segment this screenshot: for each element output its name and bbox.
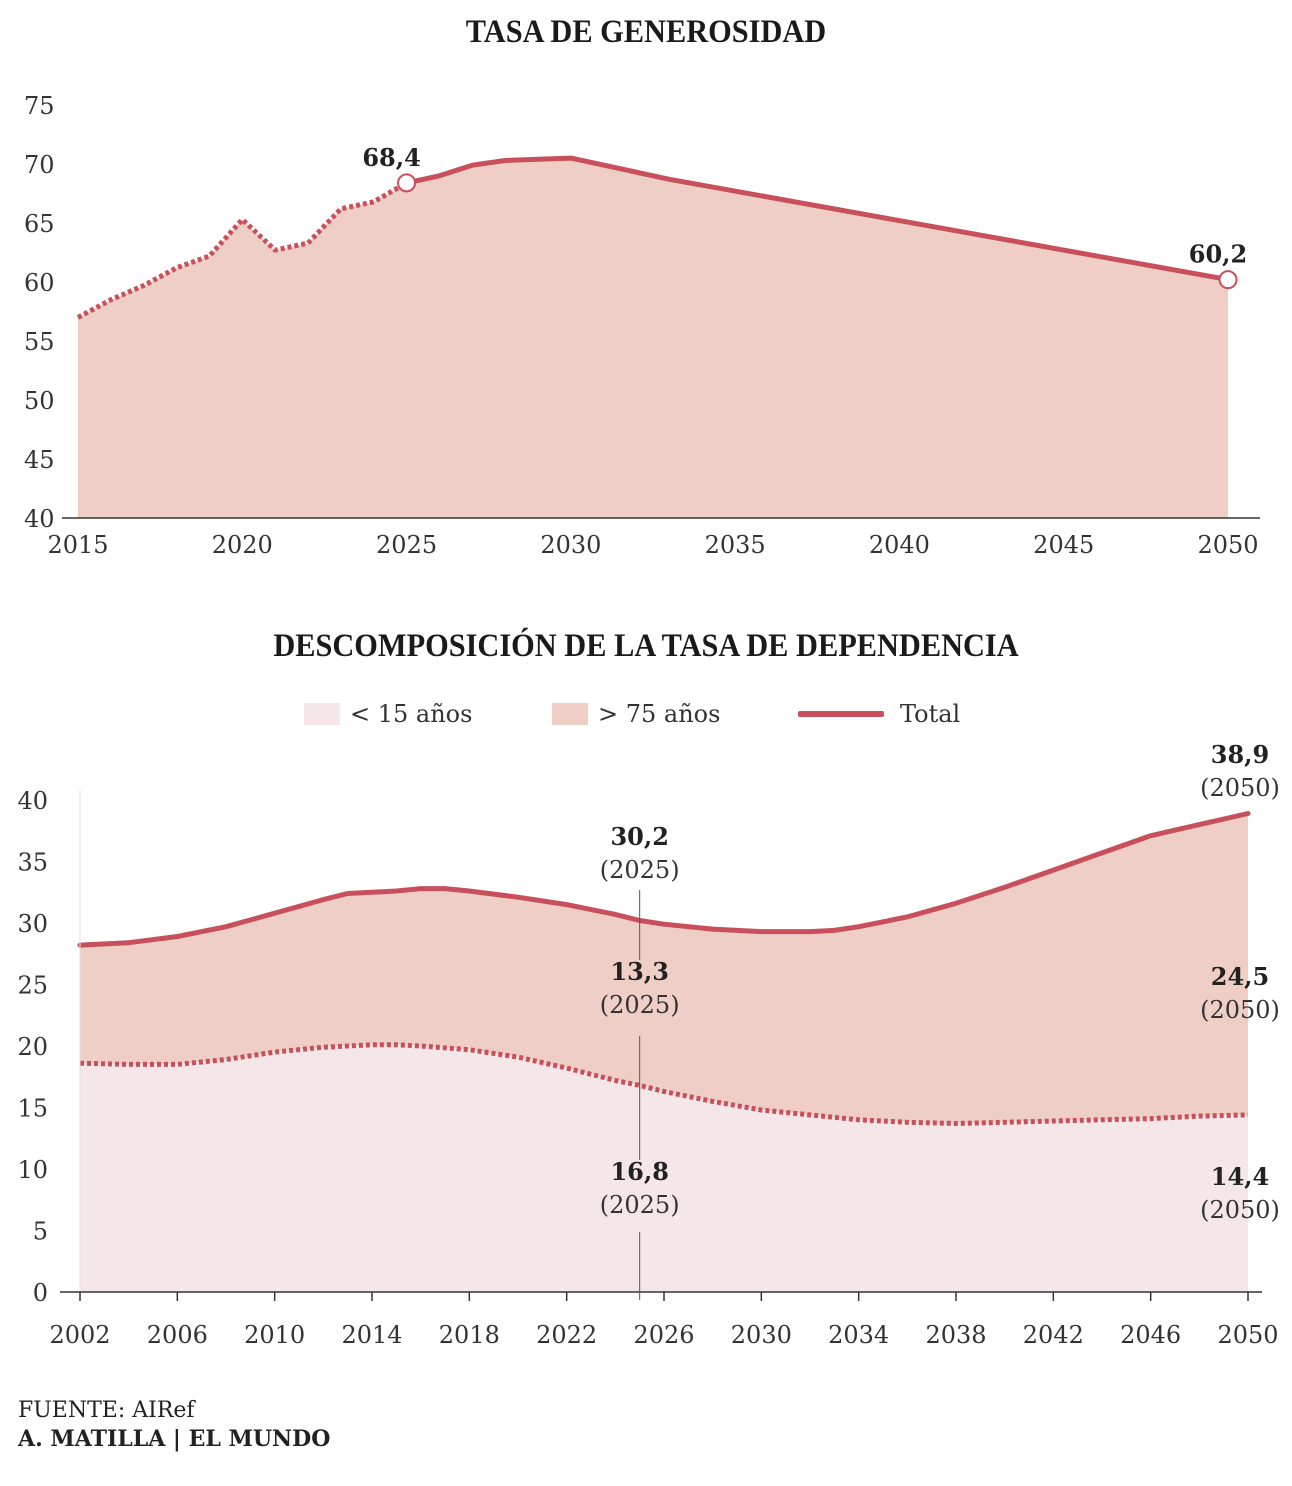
x-tick-label: 2038 bbox=[925, 1321, 986, 1349]
x-tick-label: 2026 bbox=[633, 1321, 694, 1349]
x-tick-label: 2018 bbox=[439, 1321, 500, 1349]
generosity-line-projection bbox=[404, 155, 1231, 283]
data-marker bbox=[397, 173, 417, 193]
under-15-area bbox=[80, 1044, 1248, 1292]
legend-label-over-75: > 75 años bbox=[598, 700, 721, 728]
data-label: 68,4 bbox=[362, 143, 420, 172]
data-label-value: 14,4 bbox=[1211, 1162, 1269, 1191]
legend-label-under-15: < 15 años bbox=[350, 700, 473, 728]
x-tick-label: 2030 bbox=[540, 531, 601, 559]
x-tick-label: 2035 bbox=[705, 531, 766, 559]
x-tick-label: 2025 bbox=[376, 531, 437, 559]
y-tick-label: 25 bbox=[17, 972, 48, 1000]
y-tick-label: 70 bbox=[24, 151, 55, 179]
data-label-year: (2050) bbox=[1200, 774, 1280, 802]
chart1-title: TASA DE GENEROSIDAD bbox=[465, 14, 827, 50]
x-tick-label: 2014 bbox=[341, 1321, 402, 1349]
dependency-chart: 2002 2006 2010 2014 2018 2022 2026 2030 2034 2038… bbox=[17, 740, 1280, 1349]
x-tick-label: 2042 bbox=[1023, 1321, 1084, 1349]
total-line bbox=[77, 811, 1251, 948]
under-15-line bbox=[79, 1042, 1249, 1127]
data-label-value: 24,5 bbox=[1211, 962, 1269, 991]
legend-item-over-75: > 75 años bbox=[552, 696, 720, 732]
x-tick-label: 2020 bbox=[212, 531, 273, 559]
x-tick-label: 2050 bbox=[1197, 531, 1258, 559]
x-tick-label: 2002 bbox=[49, 1321, 110, 1349]
generosity-area bbox=[78, 158, 1228, 518]
legend-item-under-15: < 15 años bbox=[304, 696, 472, 732]
legend-label-total: Total bbox=[900, 700, 961, 728]
generosity-chart: 2015 2020 2025 2030 2035 2040 2045 2050 40 45 50 55… bbox=[24, 92, 1260, 559]
chart2-title: DESCOMPOSICIÓN DE LA TASA DE DEPENDENCIA bbox=[273, 628, 1019, 664]
legend-swatch-over-75 bbox=[552, 703, 588, 725]
data-label: 60,2 bbox=[1189, 240, 1247, 269]
x-tick-label: 2030 bbox=[731, 1321, 792, 1349]
x-tick-label: 2040 bbox=[869, 531, 930, 559]
data-label-year: (2025) bbox=[600, 856, 680, 884]
y-tick-label: 65 bbox=[24, 210, 55, 238]
x-tick-label: 2045 bbox=[1033, 531, 1094, 559]
data-label-value: 30,2 bbox=[610, 822, 668, 851]
data-label-value: 16,8 bbox=[610, 1157, 668, 1186]
y-tick-label: 50 bbox=[24, 387, 55, 415]
source-note: FUENTE: AIRef bbox=[18, 1398, 195, 1423]
y-tick-label: 45 bbox=[24, 446, 55, 474]
legend: < 15 años > 75 años Total bbox=[0, 696, 1292, 736]
credit-note: A. MATILLA | EL MUNDO bbox=[18, 1426, 331, 1452]
y-tick-label: 15 bbox=[17, 1095, 48, 1123]
over-75-area bbox=[80, 813, 1248, 1124]
data-label-year: (2050) bbox=[1200, 1196, 1280, 1224]
x-tick-label: 2006 bbox=[147, 1321, 208, 1349]
data-label-year: (2050) bbox=[1200, 996, 1280, 1024]
y-tick-label: 55 bbox=[24, 328, 55, 356]
data-label-year: (2025) bbox=[600, 1191, 680, 1219]
legend-item-total: Total bbox=[798, 696, 960, 732]
y-tick-label: 5 bbox=[33, 1218, 48, 1246]
y-tick-label: 75 bbox=[24, 92, 55, 120]
legend-line-total bbox=[798, 711, 884, 717]
y-tick-label: 20 bbox=[17, 1033, 48, 1061]
data-label-value: 13,3 bbox=[610, 957, 668, 986]
y-tick-label: 0 bbox=[33, 1279, 48, 1307]
x-tick-label: 2034 bbox=[828, 1321, 889, 1349]
legend-swatch-under-15 bbox=[304, 703, 340, 725]
x-tick-label: 2015 bbox=[47, 531, 108, 559]
y-tick-label: 60 bbox=[24, 269, 55, 297]
y-tick-label: 40 bbox=[17, 787, 48, 815]
x-tick-label: 2050 bbox=[1217, 1321, 1278, 1349]
data-label-value: 38,9 bbox=[1211, 740, 1269, 769]
y-tick-label: 40 bbox=[24, 505, 55, 533]
y-tick-label: 10 bbox=[17, 1156, 48, 1184]
x-tick-label: 2046 bbox=[1120, 1321, 1181, 1349]
y-tick-label: 30 bbox=[17, 910, 48, 938]
data-marker bbox=[1218, 270, 1238, 290]
x-tick-label: 2022 bbox=[536, 1321, 597, 1349]
data-label-year: (2025) bbox=[600, 991, 680, 1019]
x-tick-label: 2010 bbox=[244, 1321, 305, 1349]
y-tick-label: 35 bbox=[17, 849, 48, 877]
generosity-line-historical bbox=[76, 180, 408, 320]
